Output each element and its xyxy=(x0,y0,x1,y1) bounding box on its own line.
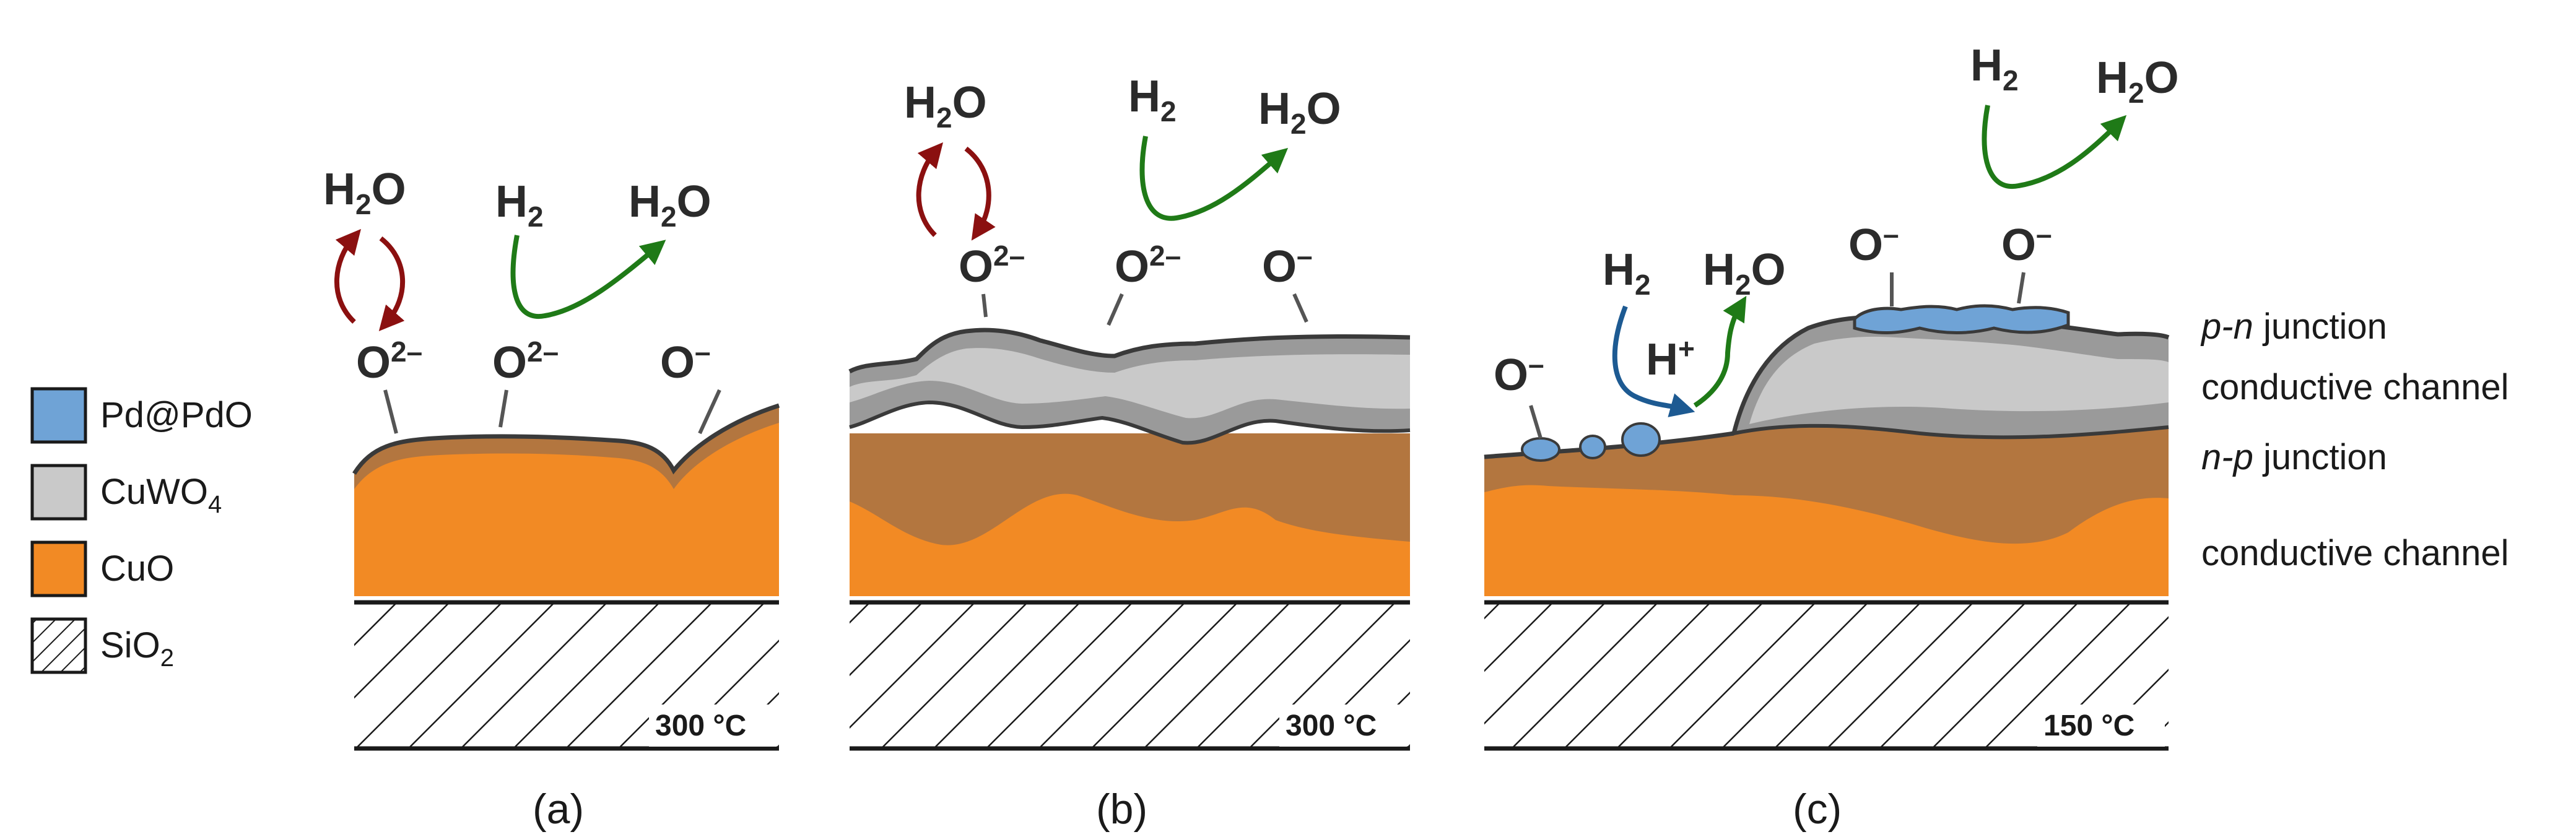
h2o-c-top: H2O xyxy=(2096,53,2179,109)
temp-box-c xyxy=(2037,705,2165,747)
arrow-green-c-mid xyxy=(1693,295,1747,408)
pd-pdo-swatch xyxy=(30,387,87,444)
temperature-a: 300 °C xyxy=(655,709,746,742)
species-o-a2: O2– xyxy=(492,336,559,388)
cuo-swatch xyxy=(30,540,87,597)
species-o-b3: O– xyxy=(1262,240,1313,292)
temperature-b: 300 °C xyxy=(1286,709,1377,742)
species-o-c-right: O– xyxy=(2001,218,2052,270)
h2-b: H2 xyxy=(1128,72,1177,128)
species-o-c-mid: O– xyxy=(1848,218,1899,270)
h2o-b-right: H2O xyxy=(1258,84,1341,140)
arrow-green-b xyxy=(1139,136,1289,221)
legend-label-cuo: CuO xyxy=(100,549,174,589)
cuo-outline-a xyxy=(352,403,780,475)
pd-film-c xyxy=(1853,304,2070,334)
h-plus-c: H+ xyxy=(1646,332,1695,384)
pd-particle-2 xyxy=(1579,435,1606,459)
arrow-green-c-top xyxy=(1982,105,2127,189)
np-junction-label: n-p junction xyxy=(2201,437,2387,477)
h2o-c-mid: H2O xyxy=(1703,245,1786,301)
h2o-a-right: H2O xyxy=(629,177,711,233)
species-o-a3: O– xyxy=(660,336,711,388)
panel-b: 300 °C O2– O2– O– H2O H2 H2O (b) xyxy=(848,72,1411,833)
pd-particle-1 xyxy=(1521,437,1560,462)
temperature-c: 150 °C xyxy=(2043,709,2134,742)
legend: Pd@PdO CuWO4 CuO SiO2 xyxy=(30,387,253,674)
arrow-red-down-a xyxy=(378,236,405,332)
h2o-a-left: H2O xyxy=(323,165,406,220)
temp-box-b xyxy=(1279,705,1407,747)
legend-label-pd: Pd@PdO xyxy=(100,395,253,435)
cuo-dark-b xyxy=(850,433,1410,545)
pn-junction-label: p-n junction xyxy=(2200,306,2387,347)
panel-label-a: (a) xyxy=(533,786,584,833)
cuwo4-core-b xyxy=(850,348,1410,418)
arrow-red-down-b xyxy=(964,146,996,241)
h2-a: H2 xyxy=(495,177,544,233)
arrow-blue-c xyxy=(1612,305,1695,417)
h2-c-top: H2 xyxy=(1970,41,2019,97)
species-o-a1: O2– xyxy=(356,336,422,388)
arrow-red-up-b xyxy=(916,142,944,237)
cuwo4-swatch xyxy=(30,464,87,521)
legend-label-sio2: SiO2 xyxy=(100,625,174,672)
panel-c: 150 °C O– O– O– H2 H+ H2O H2 H2O (c) xyxy=(1484,41,2179,833)
panel-a: 300 °C O2– O2– O– H2O H2 H2O (a) xyxy=(323,165,780,833)
interface-outline-b xyxy=(849,400,1411,445)
species-o-b1: O2– xyxy=(959,240,1025,292)
conductive-channel-label-1: conductive channel xyxy=(2201,367,2509,407)
species-o-c-left: O– xyxy=(1494,348,1544,400)
side-labels: p-n junction conductive channel n-p junc… xyxy=(2200,306,2509,573)
panel-label-b: (b) xyxy=(1096,786,1147,833)
pd-particle-3 xyxy=(1621,422,1661,457)
arrow-red-up-a xyxy=(334,228,362,324)
h2-c-left: H2 xyxy=(1603,245,1651,301)
conductive-channel-label-2: conductive channel xyxy=(2201,533,2509,573)
h2o-b-left: H2O xyxy=(904,78,987,134)
sio2-hatch-swatch xyxy=(30,617,87,674)
legend-label-cuwo4: CuWO4 xyxy=(100,472,222,518)
cuwo4-outline-b xyxy=(848,327,1411,374)
arrow-green-a xyxy=(510,235,666,319)
species-o-b2: O2– xyxy=(1115,240,1181,292)
cuo-dark-c xyxy=(1484,425,2169,544)
cuwo4-core-c xyxy=(1749,336,2169,424)
temp-box-a xyxy=(649,705,777,747)
cuo-core-a xyxy=(354,423,779,596)
panel-label-c: (c) xyxy=(1793,786,1842,833)
